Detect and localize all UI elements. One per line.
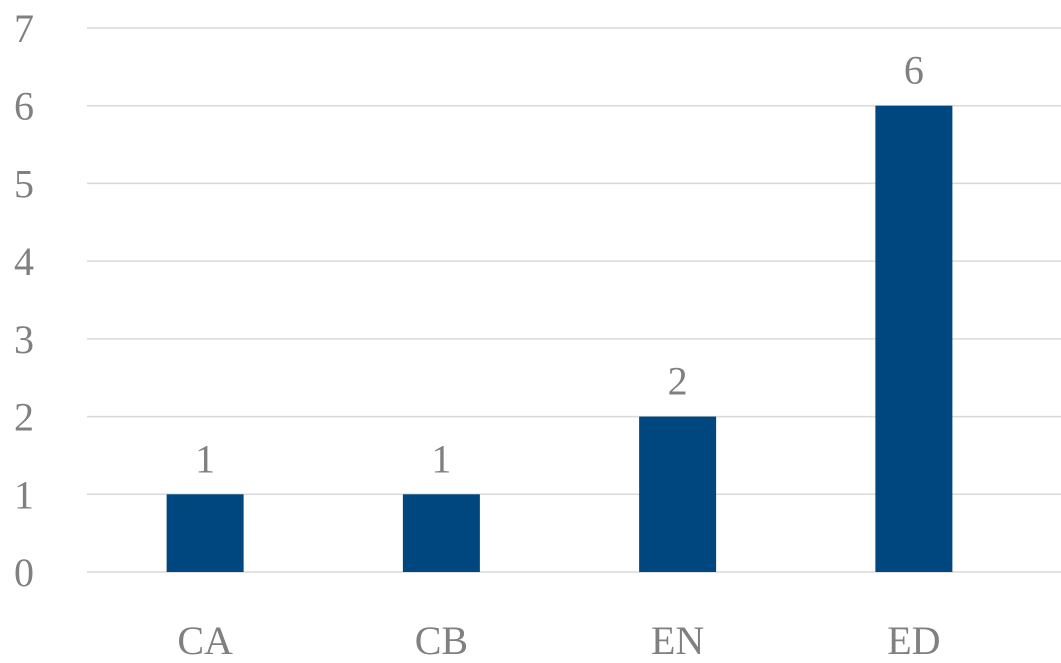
- bar-cb: [402, 494, 480, 572]
- y-tick-label: 0: [14, 550, 34, 595]
- x-category-label-ed: ED: [887, 618, 940, 663]
- y-tick-label: 1: [14, 472, 34, 517]
- data-label-ed: 6: [904, 48, 924, 93]
- bar-en: [639, 416, 717, 572]
- bar-ca: [166, 494, 244, 572]
- y-axis-ticks: 0 1 2 3 4 5 6 7: [14, 6, 34, 595]
- data-label-cb: 1: [431, 436, 451, 481]
- bars: [166, 105, 953, 572]
- y-tick-label: 7: [14, 6, 34, 51]
- data-label-ca: 1: [195, 436, 215, 481]
- data-label-en: 2: [668, 359, 688, 404]
- x-axis-categories: CA CB EN ED: [177, 618, 940, 663]
- y-tick-label: 4: [14, 239, 34, 284]
- bar-ed: [875, 105, 953, 572]
- x-category-label-cb: CB: [415, 618, 468, 663]
- y-tick-label: 6: [14, 84, 34, 129]
- data-labels: 1 1 2 6: [195, 48, 924, 482]
- x-category-label-ca: CA: [177, 618, 233, 663]
- gridlines: [87, 27, 1061, 573]
- y-tick-label: 2: [14, 395, 34, 440]
- x-category-label-en: EN: [651, 618, 704, 663]
- y-tick-label: 3: [14, 317, 34, 362]
- y-tick-label: 5: [14, 161, 34, 206]
